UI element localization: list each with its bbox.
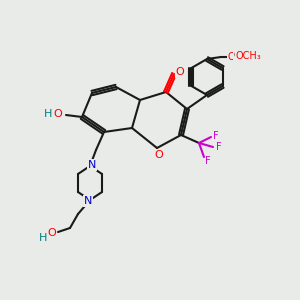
Text: F: F: [205, 156, 211, 166]
Text: O: O: [48, 228, 56, 238]
Text: N: N: [84, 196, 92, 206]
Text: H: H: [39, 233, 47, 243]
Text: O: O: [227, 52, 235, 62]
Text: F: F: [213, 131, 219, 141]
Text: O: O: [54, 109, 62, 119]
Text: F: F: [216, 142, 222, 152]
Text: O: O: [176, 67, 184, 77]
Text: CH₃: CH₃: [233, 52, 249, 61]
Text: OCH₃: OCH₃: [235, 51, 261, 61]
Text: H: H: [44, 109, 52, 119]
Text: O: O: [154, 150, 164, 160]
Text: N: N: [88, 160, 96, 170]
